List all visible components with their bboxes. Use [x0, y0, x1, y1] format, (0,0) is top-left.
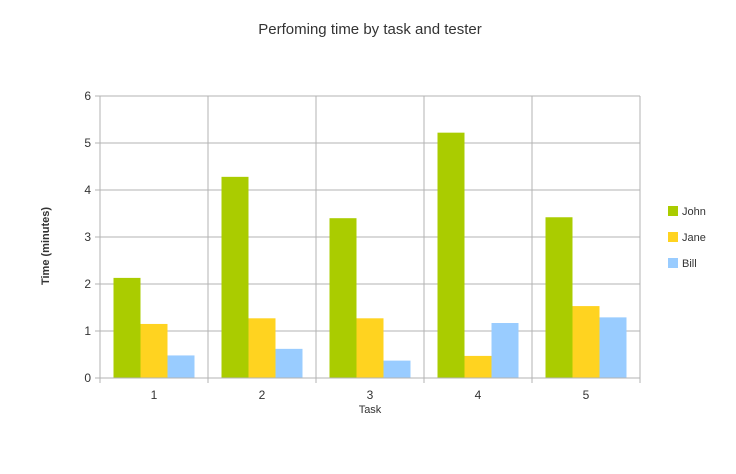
bar-jane — [356, 318, 384, 378]
bar-bill — [599, 317, 627, 378]
bar-john — [437, 132, 465, 378]
bar-bill — [491, 323, 519, 378]
bar-john — [221, 176, 249, 378]
bar-jane — [248, 318, 276, 378]
y-tick-label: 6 — [84, 89, 91, 103]
legend-label-jane: Jane — [682, 232, 706, 244]
x-tick-label: 2 — [259, 388, 266, 402]
bars — [113, 132, 627, 378]
bar-jane — [140, 323, 168, 378]
x-tick-label: 1 — [151, 388, 158, 402]
bar-john — [113, 277, 141, 378]
legend-label-john: John — [682, 206, 706, 218]
bar-jane — [464, 355, 492, 378]
legend: John Jane Bill — [668, 206, 706, 270]
legend-swatch-bill — [668, 258, 678, 268]
y-axis-label: Time (minutes) — [40, 207, 52, 285]
bar-john — [329, 218, 357, 378]
y-tick-label: 4 — [84, 183, 91, 197]
bar-jane — [572, 306, 600, 378]
x-tick-label: 5 — [583, 388, 590, 402]
x-tick-label: 4 — [475, 388, 482, 402]
legend-label-bill: Bill — [682, 258, 697, 270]
y-tick-label: 2 — [84, 277, 91, 291]
y-tick-label: 1 — [84, 324, 91, 338]
y-tick-label: 3 — [84, 230, 91, 244]
chart-title: Perfoming time by task and tester — [258, 21, 481, 38]
y-tick-label: 0 — [84, 371, 91, 385]
legend-swatch-john — [668, 206, 678, 216]
grid — [99, 95, 641, 383]
y-tick-label: 5 — [84, 136, 91, 150]
axes: 0 1 2 3 4 5 6 1 2 3 4 5 — [84, 89, 640, 402]
x-axis-label: Task — [359, 404, 382, 416]
bar-bill — [275, 348, 303, 378]
x-tick-label: 3 — [367, 388, 374, 402]
bar-bill — [383, 360, 411, 378]
bar-john — [545, 217, 573, 378]
bar-bill — [167, 355, 195, 378]
legend-swatch-jane — [668, 232, 678, 242]
